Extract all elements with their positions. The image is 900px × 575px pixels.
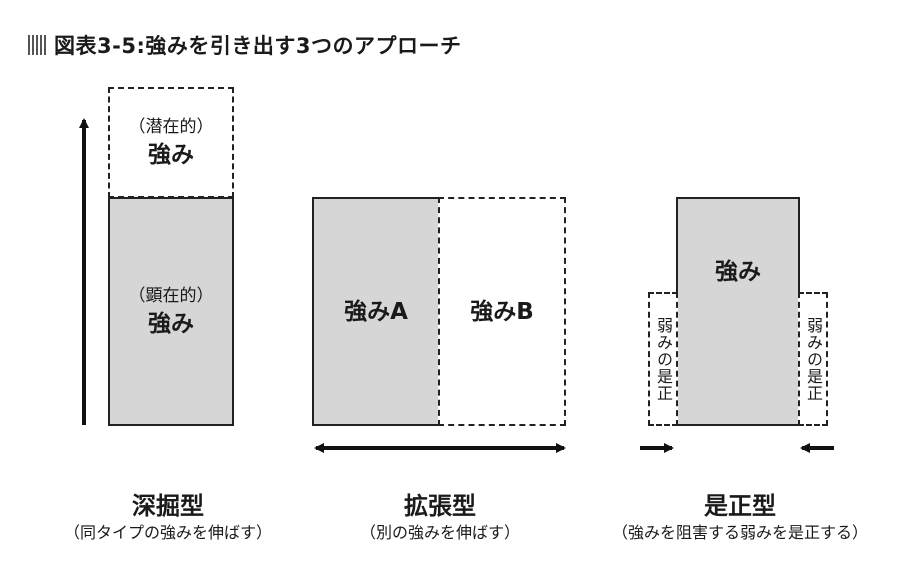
expand-type-name: 拡張型 — [404, 492, 476, 520]
weakness-right-label: 弱みの是正 — [804, 316, 823, 402]
strength-b: 強みB — [470, 298, 534, 325]
expand-type-desc: （別の強みを伸ばす） — [359, 523, 520, 542]
correct-type-name: 是正型 — [704, 492, 776, 520]
strength-a-box: 強みA — [312, 197, 440, 426]
title-bars-icon — [28, 35, 46, 55]
weakness-left-label: 弱みの是正 — [654, 316, 673, 402]
deep-type-name: 深掘型 — [132, 492, 204, 520]
manifest-strength-box: （顕在的） 強み — [108, 197, 234, 426]
strength-a: 強みA — [344, 298, 408, 325]
deep-type-desc: （同タイプの強みを伸ばす） — [63, 523, 272, 542]
correct-strength-box: 強み — [676, 197, 800, 426]
weakness-right-box: 弱みの是正 — [798, 292, 828, 426]
manifest-main: 強み — [148, 310, 194, 337]
correct-strength: 強み — [715, 258, 761, 285]
latent-main: 強み — [148, 141, 194, 168]
figure-title: 図表3-5:強みを引き出す3つのアプローチ — [54, 34, 462, 58]
latent-strength-box: （潜在的） 強み — [108, 87, 234, 198]
latent-sub: （潜在的） — [128, 116, 214, 137]
correct-type-desc: （強みを阻害する弱みを是正する） — [611, 523, 868, 542]
strength-b-box: 強みB — [438, 197, 566, 426]
weakness-left-box: 弱みの是正 — [648, 292, 678, 426]
manifest-sub: （顕在的） — [128, 285, 214, 306]
